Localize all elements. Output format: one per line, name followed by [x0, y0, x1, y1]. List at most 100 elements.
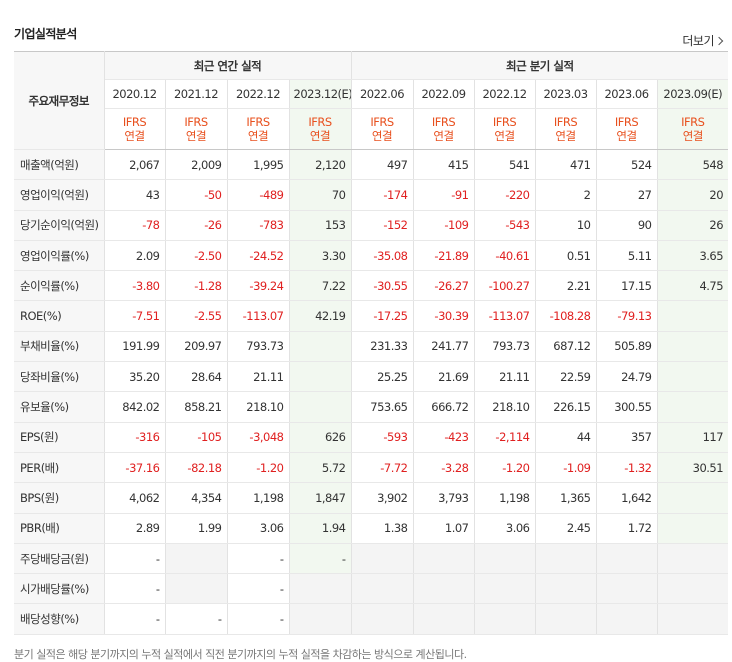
value-cell — [165, 573, 228, 605]
value-cell — [657, 361, 729, 393]
value-cell — [474, 573, 536, 605]
value-cell: 42.19 — [289, 300, 352, 332]
value-cell — [657, 482, 729, 514]
value-cell: 21.69 — [413, 361, 475, 393]
row-label: 주당배당금(원) — [14, 542, 105, 575]
value-cell: 241.77 — [413, 330, 475, 363]
value-cell: 4.75 — [657, 270, 729, 302]
period-header: 2020.12 — [104, 79, 166, 109]
value-cell: -26 — [165, 210, 228, 241]
table-row: BPS(원) 4,062 4,354 1,198 1,847 3,902 3,793 1,19… — [14, 482, 729, 514]
value-cell — [657, 391, 729, 423]
value-cell: 793.73 — [227, 330, 290, 363]
value-cell: -108.28 — [535, 300, 597, 332]
accounting-standard-header: IFRS 연결 — [596, 108, 658, 150]
row-label: ROE(%) — [14, 300, 105, 332]
value-cell: 3.30 — [289, 239, 352, 272]
value-cell: -783 — [227, 210, 290, 241]
value-cell — [413, 603, 475, 635]
value-cell: 842.02 — [104, 391, 166, 423]
value-cell: -2.50 — [165, 239, 228, 272]
period-header: 2023.12(E) — [289, 79, 352, 109]
value-cell: 666.72 — [413, 391, 475, 423]
value-cell — [289, 391, 352, 423]
more-link[interactable]: 더보기 — [682, 32, 724, 49]
row-label: 영업이익(억원) — [14, 179, 105, 211]
value-cell — [657, 330, 729, 363]
value-cell: 357 — [596, 421, 658, 453]
value-cell: 4,354 — [165, 482, 228, 514]
value-cell: 2.89 — [104, 513, 166, 544]
table-row: 당좌비율(%) 35.20 28.64 21.11 25.25 21.69 21.11 22.… — [14, 361, 729, 393]
value-cell — [596, 603, 658, 635]
value-cell: -1.09 — [535, 452, 597, 484]
value-cell: 231.33 — [351, 330, 414, 363]
value-cell: -24.52 — [227, 239, 290, 272]
value-cell: -220 — [474, 179, 536, 211]
value-cell: -3.28 — [413, 452, 475, 484]
value-cell: 21.11 — [474, 361, 536, 393]
value-cell — [289, 361, 352, 393]
value-cell: -1.32 — [596, 452, 658, 484]
footnote: 분기 실적은 해당 분기까지의 누적 실적에서 직전 분기까지의 누적 실적을 … — [14, 648, 467, 661]
value-cell: -7.51 — [104, 300, 166, 332]
row-label: 순이익률(%) — [14, 270, 105, 302]
value-cell: - — [227, 603, 290, 635]
value-cell: 2,120 — [289, 149, 352, 181]
value-cell — [535, 542, 597, 575]
value-cell: - — [289, 542, 352, 575]
value-cell: 24.79 — [596, 361, 658, 393]
value-cell — [657, 542, 729, 575]
value-cell — [657, 603, 729, 635]
value-cell: -78 — [104, 210, 166, 241]
table-row: 부채비율(%) 191.99 209.97 793.73 231.33 241.77 793… — [14, 330, 729, 363]
value-cell: 3,793 — [413, 482, 475, 514]
value-cell — [289, 330, 352, 363]
consolidated-label: 연결 — [185, 129, 207, 143]
value-cell: -174 — [351, 179, 414, 211]
financial-table: 주요재무정보 최근 연간 실적 최근 분기 실적 2020.12 2021.12 2… — [14, 51, 729, 635]
ifrs-label: IFRS — [370, 115, 394, 129]
value-cell — [351, 603, 414, 635]
value-cell: -316 — [104, 421, 166, 453]
row-label: 영업이익률(%) — [14, 239, 105, 272]
accounting-standard-header: IFRS 연결 — [227, 108, 290, 150]
value-cell: -50 — [165, 179, 228, 211]
value-cell: 541 — [474, 149, 536, 181]
value-cell: 858.21 — [165, 391, 228, 423]
value-cell: -1.28 — [165, 270, 228, 302]
value-cell: 3,902 — [351, 482, 414, 514]
ifrs-label: IFRS — [246, 115, 270, 129]
ifrs-label: IFRS — [492, 115, 517, 129]
period-header: 2023.03 — [535, 79, 597, 109]
value-cell: -40.61 — [474, 239, 536, 272]
value-cell: 1.07 — [413, 513, 475, 544]
value-cell: 1,847 — [289, 482, 352, 514]
value-cell: -423 — [413, 421, 475, 453]
value-cell: -30.55 — [351, 270, 414, 302]
value-cell: 1,995 — [227, 149, 290, 181]
ifrs-label: IFRS — [122, 115, 147, 129]
table-row: PER(배) -37.16 -82.18 -1.20 5.72 -7.72 -3.28 -1.… — [14, 452, 729, 484]
value-cell: 17.15 — [596, 270, 658, 302]
period-header: 2022.09 — [413, 79, 475, 109]
value-cell — [657, 573, 729, 605]
ifrs-label: IFRS — [681, 115, 705, 129]
value-cell: -2.55 — [165, 300, 228, 332]
value-cell: -37.16 — [104, 452, 166, 484]
value-cell: - — [104, 542, 166, 575]
value-cell: 1,365 — [535, 482, 597, 514]
consolidated-label: 연결 — [433, 129, 454, 143]
value-cell: 471 — [535, 149, 597, 181]
ifrs-label: IFRS — [553, 115, 578, 129]
table-row: 배당성향(%) - - - — [14, 603, 729, 635]
value-cell: 7.22 — [289, 270, 352, 302]
ifrs-label: IFRS — [431, 115, 456, 129]
value-cell: -105 — [165, 421, 228, 453]
value-cell — [657, 300, 729, 332]
value-cell: 43 — [104, 179, 166, 211]
row-label: 부채비율(%) — [14, 330, 105, 363]
value-cell: -109 — [413, 210, 475, 241]
value-cell: 415 — [413, 149, 475, 181]
value-cell: 70 — [289, 179, 352, 211]
